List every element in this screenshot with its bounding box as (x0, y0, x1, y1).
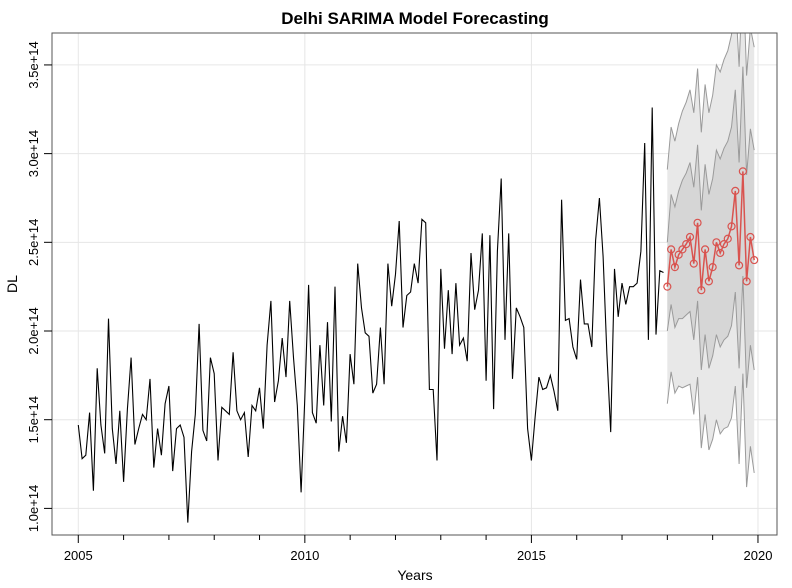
history-line (77, 107, 664, 523)
forecast-point (693, 218, 702, 227)
forecast-point (678, 245, 687, 254)
y-tick-label: 2.0e+14 (26, 307, 41, 354)
forecast-point (723, 234, 732, 243)
forecast-point (674, 250, 683, 259)
grid-lines (52, 33, 777, 535)
x-tick-label: 2010 (290, 548, 319, 563)
y-tick-label: 3.5e+14 (26, 41, 41, 88)
x-axis: 2005 2010 2015 2020 (64, 535, 773, 563)
y-axis-label: DL (4, 275, 20, 293)
forecast-point (682, 239, 691, 249)
x-axis-label: Years (397, 567, 432, 583)
forecast-point (738, 167, 747, 176)
forecast-line (666, 171, 755, 291)
forecast-point (734, 261, 744, 270)
chart-title: Delhi SARIMA Model Forecasting (281, 9, 549, 28)
forecast-point (742, 277, 751, 286)
x-tick-label: 2020 (744, 548, 773, 563)
forecast-point (697, 286, 706, 295)
band-95-lower-edge (666, 371, 755, 488)
forecast-point (708, 263, 717, 272)
band-80 (667, 66, 755, 388)
y-tick-label: 2.5e+14 (26, 219, 41, 266)
forecast-series (663, 167, 759, 295)
forecast-point (727, 222, 736, 231)
history-series (77, 107, 664, 523)
forecast-point (663, 282, 672, 291)
band-80-upper-edge (666, 66, 755, 243)
confidence-bands (666, 33, 755, 488)
y-tick-label: 1.5e+14 (26, 396, 41, 443)
forecast-point (731, 186, 740, 195)
y-tick-label: 3.0e+14 (26, 130, 41, 177)
forecast-point (712, 238, 721, 247)
forecast-point (716, 248, 725, 258)
forecast-point (670, 263, 679, 272)
forecast-point (750, 255, 759, 265)
x-tick-label: 2005 (64, 548, 93, 563)
band-95-upper-edge (666, 33, 755, 170)
y-axis: 1.0e+14 1.5e+14 2.0e+14 2.5e+14 3.0e+14 3.5e+… (26, 41, 52, 532)
forecast-point (719, 239, 729, 249)
forecast-point (701, 245, 710, 254)
forecast-point (689, 259, 698, 268)
y-tick-label: 1.0e+14 (26, 485, 41, 532)
band-80-lower-edge (666, 275, 755, 388)
forecast-point (704, 277, 713, 286)
plot-frame (51, 32, 778, 536)
forecast-point (685, 232, 695, 242)
x-tick-label: 2015 (517, 548, 546, 563)
forecast-point (746, 232, 755, 242)
forecast-point (667, 245, 676, 254)
